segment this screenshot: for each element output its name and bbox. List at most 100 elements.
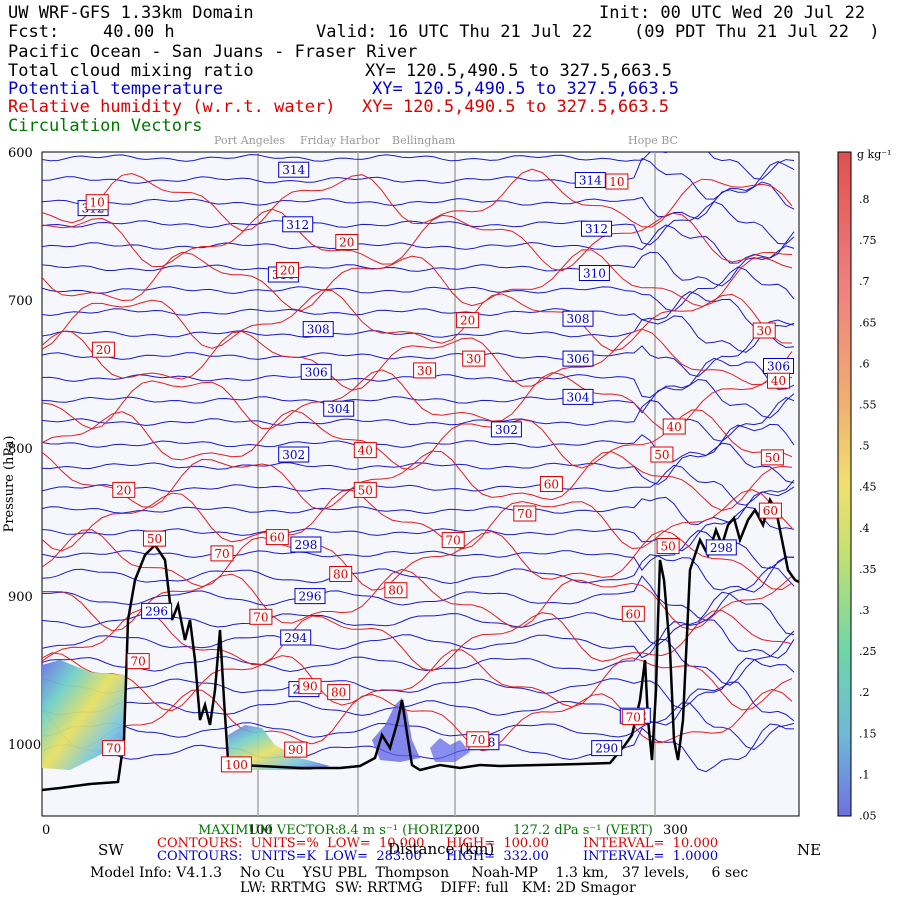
theta-label: 306 [562, 350, 594, 367]
field-theta-xy: XY= 120.5,490.5 to 327.5,663.5 [372, 79, 680, 99]
rh-label-text: 40 [771, 374, 786, 388]
x-axis: 0 100 200 300 [42, 823, 688, 838]
max-vector-vert: 127.2 dPa s⁻¹ (VERT) [513, 823, 653, 838]
theta-label-text: 314 [282, 163, 305, 177]
model-title: UW WRF-GFS 1.33km Domain [8, 3, 254, 23]
rh-label: 80 [384, 582, 408, 599]
colorbar-tick: .7 [859, 275, 870, 288]
rh-label-box [327, 684, 351, 701]
rh-label-box [220, 756, 252, 773]
x-tick-200: 200 [455, 823, 480, 838]
rh-label-box [466, 731, 490, 748]
rh-label-box [112, 481, 136, 498]
theta-label: 306 [300, 363, 332, 380]
y-tick-1000: 1000 [8, 738, 41, 753]
theta-label: 306 [763, 358, 794, 374]
theta-contour-line [42, 291, 795, 328]
colorbar-gradient [837, 151, 852, 817]
rh-label: 70 [126, 653, 150, 670]
colorbar-tick: .15 [859, 727, 877, 740]
rh-label-text: 20 [460, 314, 475, 328]
y-tick-900: 900 [8, 590, 33, 605]
rh-label: 40 [767, 372, 790, 389]
theta-label-text: 294 [284, 631, 307, 645]
rh-label: 90 [298, 678, 322, 695]
theta-contour-line [42, 486, 795, 526]
rh-label: 50 [353, 481, 377, 498]
colorbar-tick: .05 [859, 810, 877, 823]
theta-contour-line [42, 530, 795, 571]
x-tick-300: 300 [663, 823, 688, 838]
model-info: Model Info: V4.1.3 No Cu YSU PBL Thompso… [90, 865, 749, 881]
rh-label-text: 30 [417, 364, 432, 378]
rh-contour-line [42, 289, 793, 352]
rh-label-text: 60 [270, 531, 285, 545]
theta-contour-line [42, 378, 795, 419]
rh-label: 60 [621, 605, 645, 622]
rh-label: 60 [758, 502, 782, 519]
y-tick-700: 700 [8, 294, 33, 309]
rh-label-box [621, 709, 645, 726]
rh-label: 80 [329, 566, 353, 582]
rh-label: 80 [327, 684, 351, 701]
rh-label-box [650, 446, 674, 463]
rh-label-box [456, 312, 480, 329]
rh-label-text: 20 [96, 343, 111, 357]
rh-contour-line [42, 168, 793, 232]
rh-label-text: 70 [626, 711, 641, 725]
place-port-angeles: Port Angeles [214, 134, 285, 147]
theta-label-box [302, 321, 334, 338]
rh-label: 70 [466, 731, 490, 748]
contours-rh-interval: INTERVAL= 10.000 [583, 836, 719, 851]
theta-label-box [591, 740, 623, 757]
rh-label: 20 [112, 481, 136, 498]
rh-label-text: 80 [331, 686, 346, 700]
field-vectors: Circulation Vectors [8, 116, 203, 136]
theta-contour-line [42, 315, 795, 353]
rh-label-box [85, 194, 109, 211]
colorbar-tick: .1 [859, 768, 870, 781]
y-axis-label: Pressure (hPa) [2, 436, 17, 533]
theta-label-box [278, 446, 310, 463]
theta-label: 298 [290, 536, 322, 553]
theta-contour-line [42, 702, 795, 751]
rh-label-text: 20 [116, 483, 131, 497]
contours-theta-interval: INTERVAL= 1.0000 [583, 849, 719, 864]
rh-label: 30 [413, 362, 437, 379]
theta-label-box [294, 588, 326, 605]
rh-label-text: 70 [517, 507, 532, 521]
theta-label-text: 302 [282, 448, 305, 462]
theta-label-box [562, 310, 594, 327]
colorbar-unit: g kg⁻¹ [857, 148, 891, 161]
theta-contour-line [42, 331, 795, 378]
colorbar-tick: .35 [859, 563, 877, 576]
rh-label-text: 80 [333, 568, 348, 582]
theta-contour-line [42, 152, 795, 180]
theta-label-text: 296 [299, 590, 322, 604]
rh-label-text: 70 [470, 733, 485, 747]
theta-label-box [562, 388, 594, 405]
rh-label: 70 [249, 608, 273, 625]
rh-label-text: 70 [131, 655, 146, 669]
rh-label-text: 50 [147, 532, 162, 546]
theta-contour-line [42, 464, 795, 506]
theta-contour-line [42, 566, 795, 621]
rh-label: 50 [650, 446, 674, 463]
theta-label: 298 [705, 539, 737, 556]
rh-label: 10 [605, 173, 629, 190]
rh-label-box [462, 350, 486, 367]
rh-label-box [353, 442, 377, 459]
theta-label-text: 308 [307, 323, 330, 337]
rh-label-text: 60 [626, 607, 641, 621]
rh-label-box [760, 449, 784, 466]
rh-label: 30 [752, 322, 776, 339]
theta-label-text: 304 [567, 390, 590, 404]
rh-label-text: 50 [765, 451, 780, 465]
colorbar-tick: .75 [859, 234, 877, 247]
y-tick-800: 800 [8, 442, 33, 457]
rh-label-text: 70 [253, 610, 268, 624]
rh-label-text: 70 [214, 547, 229, 561]
rh-label-text: 20 [339, 236, 354, 250]
theta-label-box [581, 220, 612, 237]
